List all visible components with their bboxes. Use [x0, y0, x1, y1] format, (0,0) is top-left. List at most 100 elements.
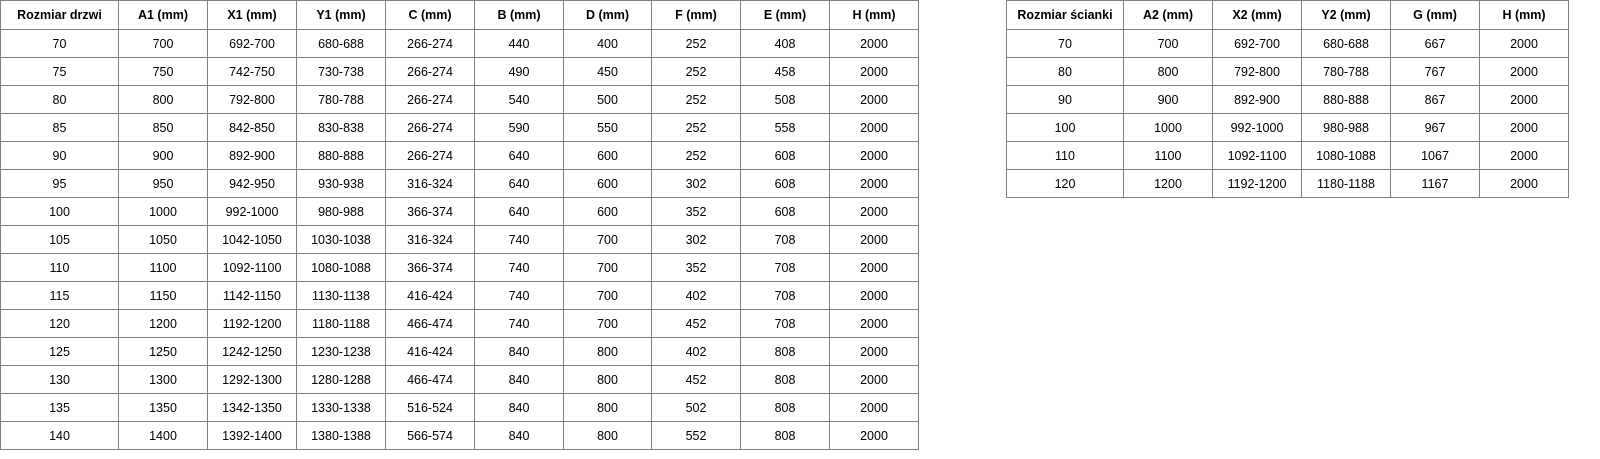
table-row: 80 800 792-800 780-788 767 2000 — [1006, 57, 1569, 86]
table-cell: 880-888 — [296, 141, 386, 170]
table-cell: 140 — [0, 421, 119, 450]
table-cell: 90 — [1006, 85, 1124, 114]
table-cell: 105 — [0, 225, 119, 254]
table-row: 85 850 842-850 830-838 266-274 590 550 252 558 20… — [0, 113, 919, 142]
table-cell: 2000 — [829, 141, 919, 170]
table-cell: 120 — [0, 309, 119, 338]
table-cell: 120 — [1006, 169, 1124, 198]
table-cell: 850 — [118, 113, 208, 142]
table-cell: 742-750 — [207, 57, 297, 86]
table-row: 95 950 942-950 930-938 316-324 640 600 302 608 20… — [0, 169, 919, 198]
table-cell: 840 — [474, 365, 564, 394]
table-cell: 1192-1200 — [207, 309, 297, 338]
table-cell: 880-888 — [1301, 85, 1391, 114]
table-cell: 1400 — [118, 421, 208, 450]
table-cell: 458 — [740, 57, 830, 86]
table-cell: 992-1000 — [1212, 113, 1302, 142]
table-cell: 1100 — [1123, 141, 1213, 170]
table-row: 135 1350 1342-1350 1330-1338 516-524 840 800 50… — [0, 393, 919, 422]
table-cell: 892-900 — [207, 141, 297, 170]
table-cell: 266-274 — [385, 113, 475, 142]
table-row: 120 1200 1192-1200 1180-1188 1167 2000 — [1006, 169, 1569, 198]
table-cell: 302 — [651, 225, 741, 254]
table-cell: 708 — [740, 281, 830, 310]
table-cell: 1080-1088 — [296, 253, 386, 282]
column-header: H (mm) — [1479, 0, 1569, 30]
table-cell: 800 — [563, 365, 652, 394]
table-row: 140 1400 1392-1400 1380-1388 566-574 840 800 55… — [0, 421, 919, 450]
table-cell: 75 — [0, 57, 119, 86]
table-cell: 1330-1338 — [296, 393, 386, 422]
table-cell: 90 — [0, 141, 119, 170]
table-cell: 1350 — [118, 393, 208, 422]
table-cell: 1392-1400 — [207, 421, 297, 450]
table-cell: 640 — [474, 197, 564, 226]
table-cell: 830-838 — [296, 113, 386, 142]
table-cell: 867 — [1390, 85, 1480, 114]
table-cell: 70 — [1006, 29, 1124, 58]
table-cell: 408 — [740, 29, 830, 58]
column-header: A1 (mm) — [118, 0, 208, 30]
table-cell: 840 — [474, 421, 564, 450]
table-cell: 1030-1038 — [296, 225, 386, 254]
table-cell: 900 — [1123, 85, 1213, 114]
table-cell: 2000 — [1479, 57, 1569, 86]
table-cell: 266-274 — [385, 141, 475, 170]
table-cell: 950 — [118, 169, 208, 198]
table-cell: 600 — [563, 197, 652, 226]
column-header: F (mm) — [651, 0, 741, 30]
table-cell: 740 — [474, 253, 564, 282]
table-cell: 2000 — [1479, 169, 1569, 198]
table-cell: 1080-1088 — [1301, 141, 1391, 170]
table-cell: 130 — [0, 365, 119, 394]
table-cell: 558 — [740, 113, 830, 142]
table-cell: 840 — [474, 337, 564, 366]
column-header: H (mm) — [829, 0, 919, 30]
table-cell: 490 — [474, 57, 564, 86]
table-cell: 608 — [740, 169, 830, 198]
table-row: 100 1000 992-1000 980-988 967 2000 — [1006, 113, 1569, 142]
table-cell: 70 — [0, 29, 119, 58]
table-row: 110 1100 1092-1100 1080-1088 1067 2000 — [1006, 141, 1569, 170]
door-dimensions-table: Rozmiar drzwi A1 (mm) X1 (mm) Y1 (mm) C (mm)… — [0, 0, 919, 450]
table-cell: 266-274 — [385, 85, 475, 114]
table-cell: 100 — [1006, 113, 1124, 142]
column-header: Y1 (mm) — [296, 0, 386, 30]
table-cell: 800 — [563, 393, 652, 422]
table-row: 105 1050 1042-1050 1030-1038 316-324 740 700 30… — [0, 225, 919, 254]
table-cell: 590 — [474, 113, 564, 142]
table-cell: 302 — [651, 169, 741, 198]
table-cell: 600 — [563, 141, 652, 170]
table-cell: 808 — [740, 421, 830, 450]
table-cell: 700 — [563, 225, 652, 254]
table-cell: 2000 — [829, 29, 919, 58]
table-cell: 2000 — [829, 197, 919, 226]
table-cell: 740 — [474, 309, 564, 338]
table-cell: 800 — [118, 85, 208, 114]
table-cell: 700 — [1123, 29, 1213, 58]
table-cell: 800 — [563, 421, 652, 450]
table-cell: 892-900 — [1212, 85, 1302, 114]
table-cell: 942-950 — [207, 169, 297, 198]
table-cell: 2000 — [829, 253, 919, 282]
table-cell: 2000 — [1479, 141, 1569, 170]
column-header: D (mm) — [563, 0, 652, 30]
table-cell: 608 — [740, 141, 830, 170]
table-cell: 252 — [651, 141, 741, 170]
table-cell: 700 — [118, 29, 208, 58]
header-row: Rozmiar ścianki A2 (mm) X2 (mm) Y2 (mm) G (m… — [1006, 0, 1569, 30]
table-cell: 2000 — [1479, 85, 1569, 114]
table-cell: 1180-1188 — [296, 309, 386, 338]
table-cell: 792-800 — [1212, 57, 1302, 86]
table-cell: 1067 — [1390, 141, 1480, 170]
table-cell: 466-474 — [385, 365, 475, 394]
column-header: A2 (mm) — [1123, 0, 1213, 30]
table-cell: 100 — [0, 197, 119, 226]
table-cell: 980-988 — [1301, 113, 1391, 142]
table-cell: 1050 — [118, 225, 208, 254]
table-cell: 500 — [563, 85, 652, 114]
table-cell: 2000 — [829, 365, 919, 394]
table-cell: 980-988 — [296, 197, 386, 226]
table-cell: 2000 — [829, 169, 919, 198]
table-cell: 767 — [1390, 57, 1480, 86]
